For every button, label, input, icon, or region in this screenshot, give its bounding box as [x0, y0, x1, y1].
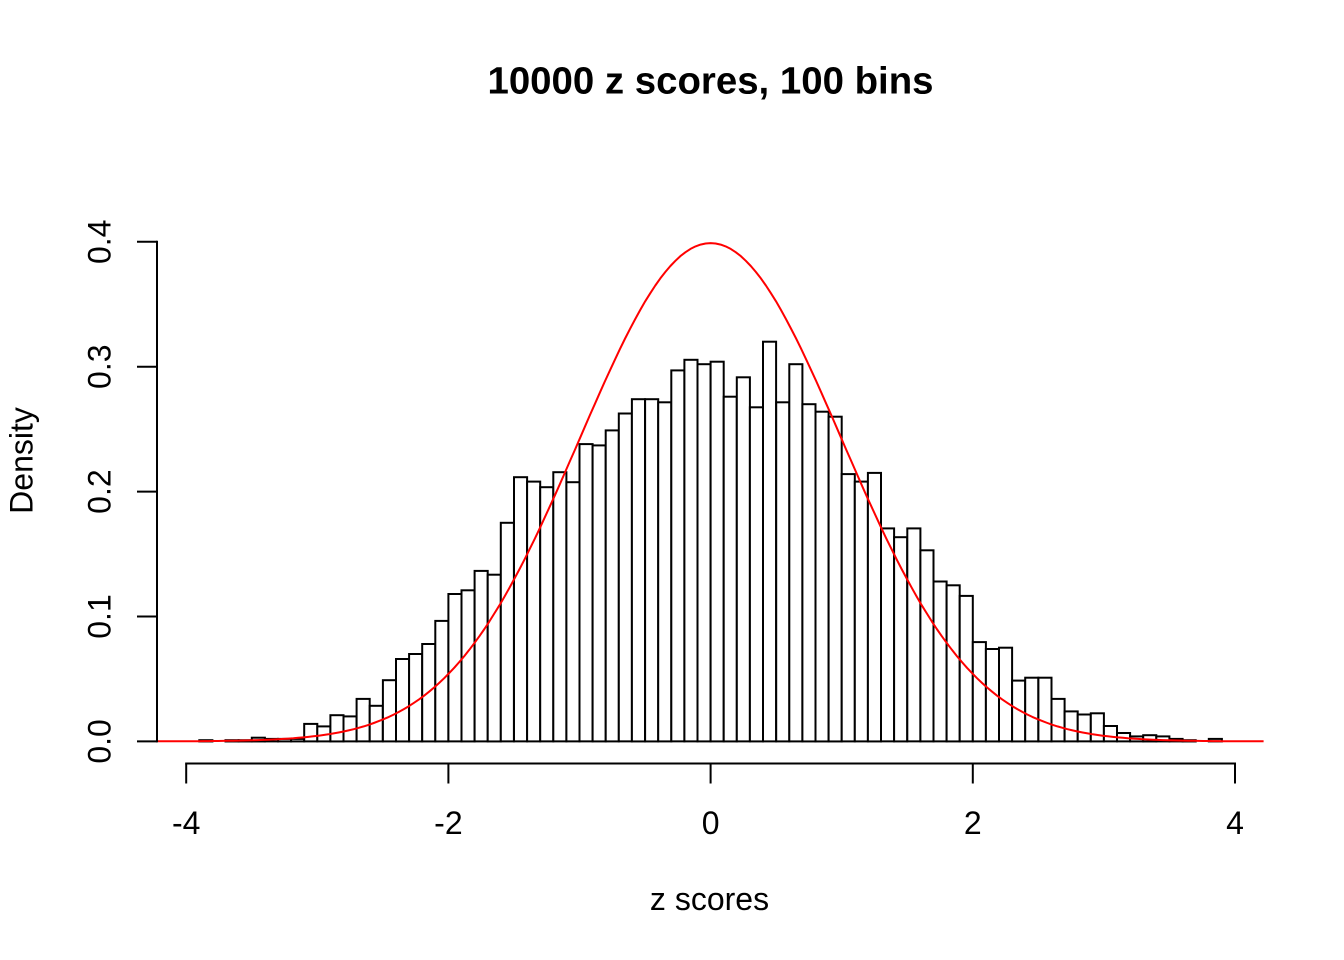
svg-text:Density: Density: [4, 407, 40, 514]
svg-text:0.0: 0.0: [81, 719, 117, 763]
svg-text:0.1: 0.1: [81, 594, 117, 638]
svg-text:0: 0: [702, 805, 720, 841]
svg-text:0.3: 0.3: [81, 344, 117, 388]
svg-text:-2: -2: [434, 805, 462, 841]
svg-text:10000 z scores, 100 bins: 10000 z scores, 100 bins: [487, 59, 933, 102]
svg-text:z scores: z scores: [650, 881, 769, 917]
svg-text:0.2: 0.2: [81, 469, 117, 513]
svg-text:-4: -4: [172, 805, 200, 841]
svg-text:0.4: 0.4: [81, 220, 117, 264]
svg-text:2: 2: [964, 805, 982, 841]
svg-text:4: 4: [1226, 805, 1244, 841]
